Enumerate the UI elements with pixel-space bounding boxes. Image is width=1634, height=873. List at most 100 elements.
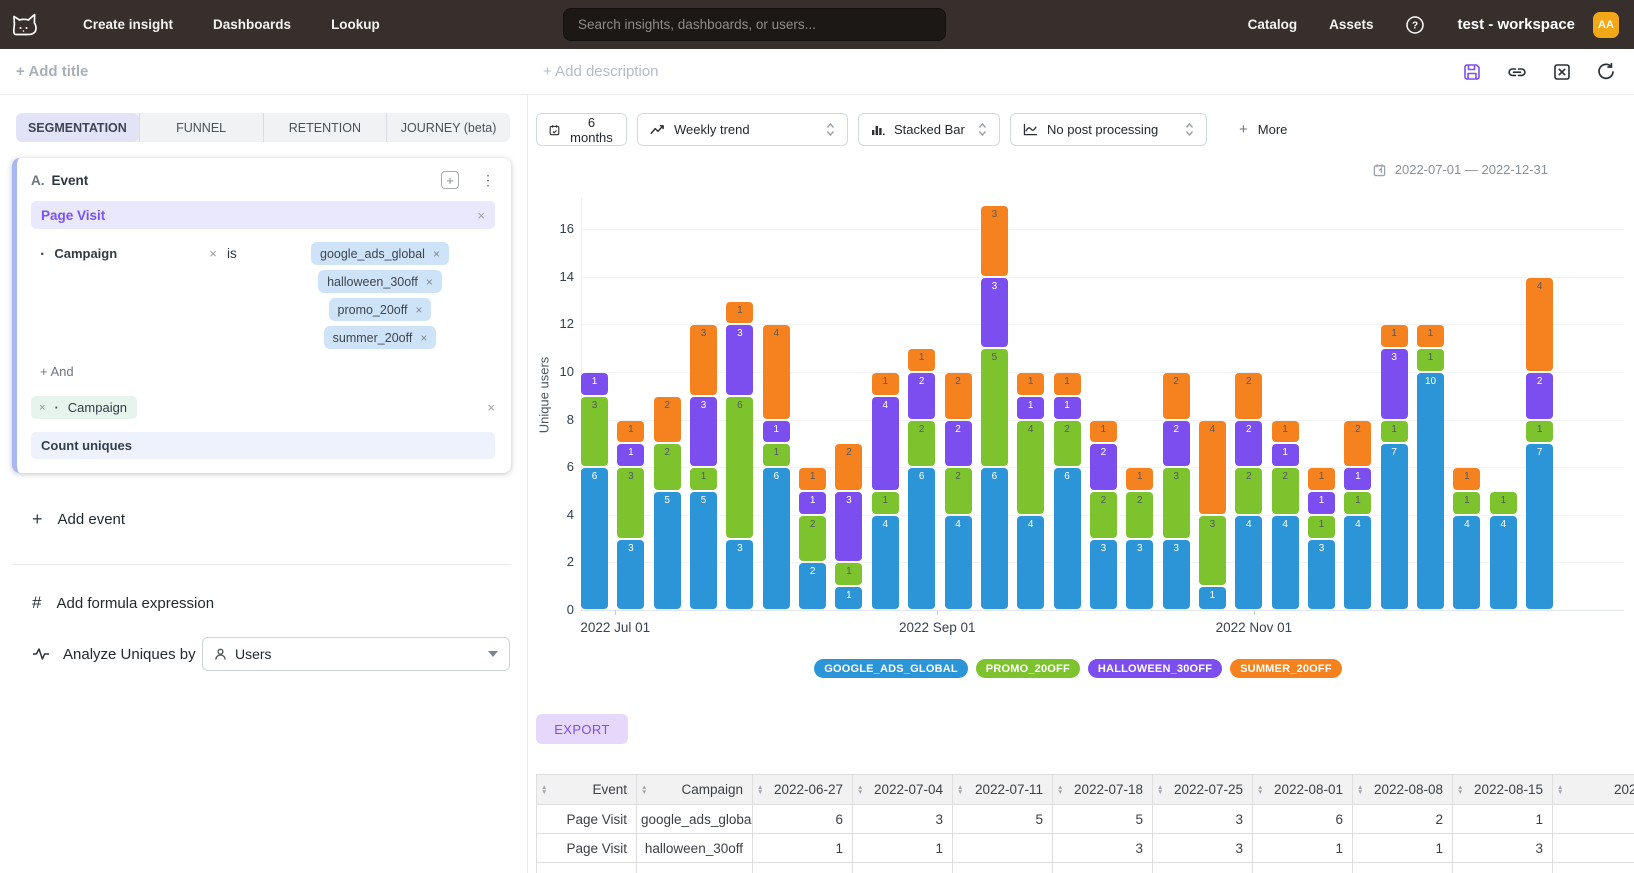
avatar[interactable]: AA [1593,12,1619,38]
remove-tag-icon[interactable]: × [433,247,440,261]
help-icon[interactable]: ? [1405,15,1425,35]
filter-property[interactable]: Campaign [54,246,117,349]
tab-segmentation[interactable]: SEGMENTATION [16,113,139,142]
bar-segment-google_ads_global: 6 [981,468,1008,609]
bar-value-label: 6 [992,471,998,609]
tab-funnel[interactable]: FUNNEL [139,113,263,142]
add-title-button[interactable]: + Add title [16,63,88,80]
bar-segment-halloween_30off: 2 [1163,421,1190,467]
sort-icon[interactable]: ▲▼ [1057,785,1063,795]
table-header-2022-08-15[interactable]: ▲▼2022-08-15 [1453,775,1553,805]
table-header-2022-06-27[interactable]: ▲▼2022-06-27 [753,775,853,805]
export-button[interactable]: EXPORT [536,714,628,744]
remove-filter-icon[interactable]: × [199,242,227,349]
workspace-name[interactable]: test - workspace [1457,16,1575,33]
table-header-2022-08-22[interactable]: ▲▼2022-08-22 [1553,775,1634,805]
bar-value-label: 2 [1101,495,1107,538]
add-description-button[interactable]: + Add description [543,63,659,80]
remove-breakdown-row-icon[interactable]: × [487,400,495,415]
bar-segment-promo_20off: 1 [1381,421,1408,443]
event-selector[interactable]: Page Visit × [31,201,495,229]
sort-icon[interactable]: ▲▼ [1357,785,1363,795]
remove-event-icon[interactable]: × [477,208,485,223]
bar-value-label: 3 [1173,543,1179,609]
legend-pill-promo_20off[interactable]: PROMO_20OFF [976,659,1080,678]
sort-icon[interactable]: ▲▼ [1457,785,1463,795]
post-processing-select[interactable]: No post processing [1010,113,1207,146]
breakdown-property[interactable]: Campaign [68,400,127,415]
filter-value-tag[interactable]: google_ads_global× [311,242,449,265]
close-square-icon[interactable] [1552,62,1572,82]
refresh-icon[interactable] [1596,62,1616,82]
table-header-campaign[interactable]: ▲▼Campaign [637,775,753,805]
bar-value-label: 6 [919,471,925,609]
chart-type-select[interactable]: Stacked Bar [858,113,1000,146]
kebab-menu-icon[interactable]: ⋮ [481,172,495,189]
bar-segment-summer_20off: 2 [835,444,862,490]
more-button[interactable]: + More [1239,121,1287,138]
nav-dashboards[interactable]: Dashboards [213,17,291,32]
x-tick-label: 2022 Nov 01 [1216,620,1293,635]
tab-retention[interactable]: RETENTION [263,113,387,142]
legend-pill-google_ads_global[interactable]: GOOGLE_ADS_GLOBAL [814,659,968,678]
legend-pill-halloween_30off[interactable]: HALLOWEEN_30OFF [1088,659,1222,678]
table-header-event[interactable]: ▲▼Event [537,775,637,805]
save-icon[interactable] [1462,62,1482,82]
table-header-2022-07-11[interactable]: ▲▼2022-07-11 [953,775,1053,805]
remove-breakdown-icon[interactable]: × [39,402,45,414]
legend-pill-summer_20off[interactable]: SUMMER_20OFF [1230,659,1342,678]
copy-link-icon[interactable] [1506,62,1528,82]
filter-value-tag[interactable]: promo_20off× [329,298,432,321]
date-range-button[interactable]: 6 months [536,113,627,146]
add-event-button[interactable]: + Add event [32,509,527,530]
event-name[interactable]: Page Visit [41,208,105,223]
cat-logo-icon[interactable] [11,11,41,38]
filter-value-tag[interactable]: halloween_30off× [318,270,442,293]
bar-segment-summer_20off: 1 [726,302,753,324]
table-header-2022-07-25[interactable]: ▲▼2022-07-25 [1153,775,1253,805]
user-icon [214,648,227,661]
sort-icon[interactable]: ▲▼ [857,785,863,795]
nav-assets[interactable]: Assets [1329,17,1373,32]
filter-operator[interactable]: is [227,242,265,349]
table-header-2022-07-04[interactable]: ▲▼2022-07-04 [853,775,953,805]
table-header-2022-07-18[interactable]: ▲▼2022-07-18 [1053,775,1153,805]
bar-segment-google_ads_global: 6 [1054,468,1081,609]
sort-icon[interactable]: ▲▼ [1157,785,1163,795]
bar-value-label: 2 [664,447,670,490]
duplicate-event-icon[interactable]: + [441,171,459,189]
table-cell [1253,863,1353,873]
bar-value-label: 2 [1137,495,1143,538]
filter-value-tag[interactable]: summer_20off× [324,326,437,349]
sort-icon[interactable]: ▲▼ [757,785,763,795]
table-header-2022-08-08[interactable]: ▲▼2022-08-08 [1353,775,1453,805]
bar-segment-google_ads_global: 6 [908,468,935,609]
table-header-2022-08-01[interactable]: ▲▼2022-08-01 [1253,775,1353,805]
table-cell [953,863,1053,873]
nav-catalog[interactable]: Catalog [1248,17,1298,32]
sort-icon[interactable]: ▲▼ [1557,785,1563,795]
remove-tag-icon[interactable]: × [420,331,427,345]
analyze-by-select[interactable]: Users [202,637,510,671]
search-input[interactable] [563,8,946,41]
bar-value-label: 3 [1391,352,1397,418]
remove-tag-icon[interactable]: × [415,303,422,317]
bar-value-label: 1 [1137,471,1143,490]
nav-create-insight[interactable]: Create insight [83,17,173,32]
aggregation-selector[interactable]: Count uniques [31,432,495,459]
sort-icon[interactable]: ▲▼ [641,785,647,795]
nav-lookup[interactable]: Lookup [331,17,380,32]
table-cell: halloween_30off [637,834,753,863]
bar-value-label: 1 [1355,471,1361,490]
y-tick-label: 10 [532,364,574,379]
add-formula-button[interactable]: # Add formula expression [32,593,527,613]
breakdown-pill[interactable]: × · Campaign [31,396,137,419]
trend-granularity-select[interactable]: Weekly trend [637,113,848,146]
sort-icon[interactable]: ▲▼ [1257,785,1263,795]
add-and-filter[interactable]: + And [40,364,495,379]
bar-value-label: 2 [810,566,816,609]
remove-tag-icon[interactable]: × [426,275,433,289]
tab-journey[interactable]: JOURNEY (beta) [386,113,510,142]
sort-icon[interactable]: ▲▼ [957,785,963,795]
sort-icon[interactable]: ▲▼ [541,785,547,795]
